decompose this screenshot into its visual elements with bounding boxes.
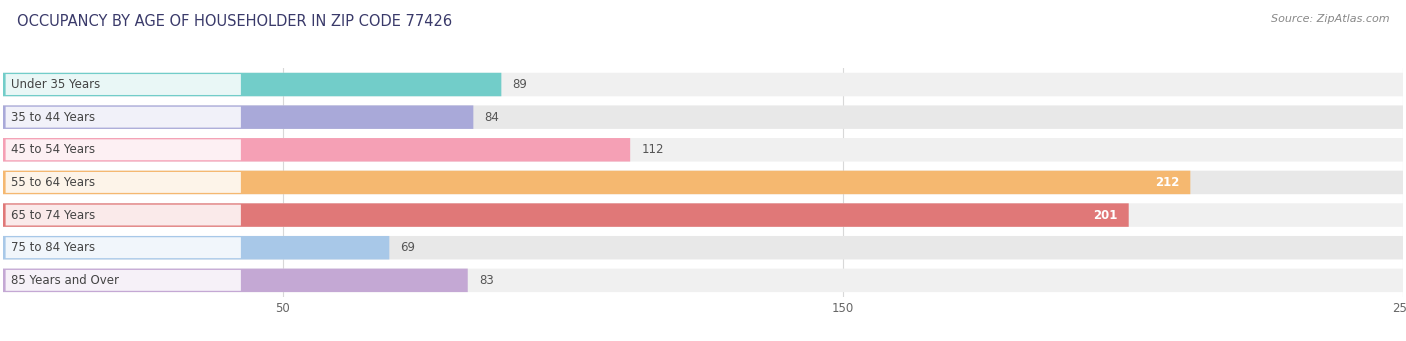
FancyBboxPatch shape bbox=[3, 236, 389, 260]
FancyBboxPatch shape bbox=[6, 270, 240, 291]
FancyBboxPatch shape bbox=[3, 73, 1403, 96]
FancyBboxPatch shape bbox=[3, 105, 1403, 129]
FancyBboxPatch shape bbox=[6, 237, 240, 258]
FancyBboxPatch shape bbox=[3, 203, 1129, 227]
FancyBboxPatch shape bbox=[3, 203, 1403, 227]
Text: 55 to 64 Years: 55 to 64 Years bbox=[11, 176, 96, 189]
Text: 35 to 44 Years: 35 to 44 Years bbox=[11, 111, 96, 124]
Text: OCCUPANCY BY AGE OF HOUSEHOLDER IN ZIP CODE 77426: OCCUPANCY BY AGE OF HOUSEHOLDER IN ZIP C… bbox=[17, 14, 451, 29]
FancyBboxPatch shape bbox=[3, 269, 468, 292]
Text: 212: 212 bbox=[1154, 176, 1180, 189]
FancyBboxPatch shape bbox=[6, 205, 240, 225]
Text: 201: 201 bbox=[1092, 209, 1118, 222]
FancyBboxPatch shape bbox=[6, 172, 240, 193]
Text: 75 to 84 Years: 75 to 84 Years bbox=[11, 241, 96, 254]
Text: 84: 84 bbox=[485, 111, 499, 124]
FancyBboxPatch shape bbox=[3, 269, 1403, 292]
FancyBboxPatch shape bbox=[3, 138, 1403, 162]
Text: Source: ZipAtlas.com: Source: ZipAtlas.com bbox=[1271, 14, 1389, 24]
Text: 45 to 54 Years: 45 to 54 Years bbox=[11, 143, 96, 156]
FancyBboxPatch shape bbox=[3, 236, 1403, 260]
FancyBboxPatch shape bbox=[3, 105, 474, 129]
Text: 89: 89 bbox=[513, 78, 527, 91]
FancyBboxPatch shape bbox=[6, 107, 240, 128]
Text: 69: 69 bbox=[401, 241, 416, 254]
Text: 65 to 74 Years: 65 to 74 Years bbox=[11, 209, 96, 222]
FancyBboxPatch shape bbox=[6, 74, 240, 95]
FancyBboxPatch shape bbox=[3, 73, 502, 96]
FancyBboxPatch shape bbox=[3, 138, 630, 162]
Text: Under 35 Years: Under 35 Years bbox=[11, 78, 100, 91]
FancyBboxPatch shape bbox=[3, 171, 1191, 194]
Text: 83: 83 bbox=[479, 274, 494, 287]
FancyBboxPatch shape bbox=[6, 139, 240, 160]
Text: 112: 112 bbox=[641, 143, 664, 156]
FancyBboxPatch shape bbox=[3, 171, 1403, 194]
Text: 85 Years and Over: 85 Years and Over bbox=[11, 274, 120, 287]
